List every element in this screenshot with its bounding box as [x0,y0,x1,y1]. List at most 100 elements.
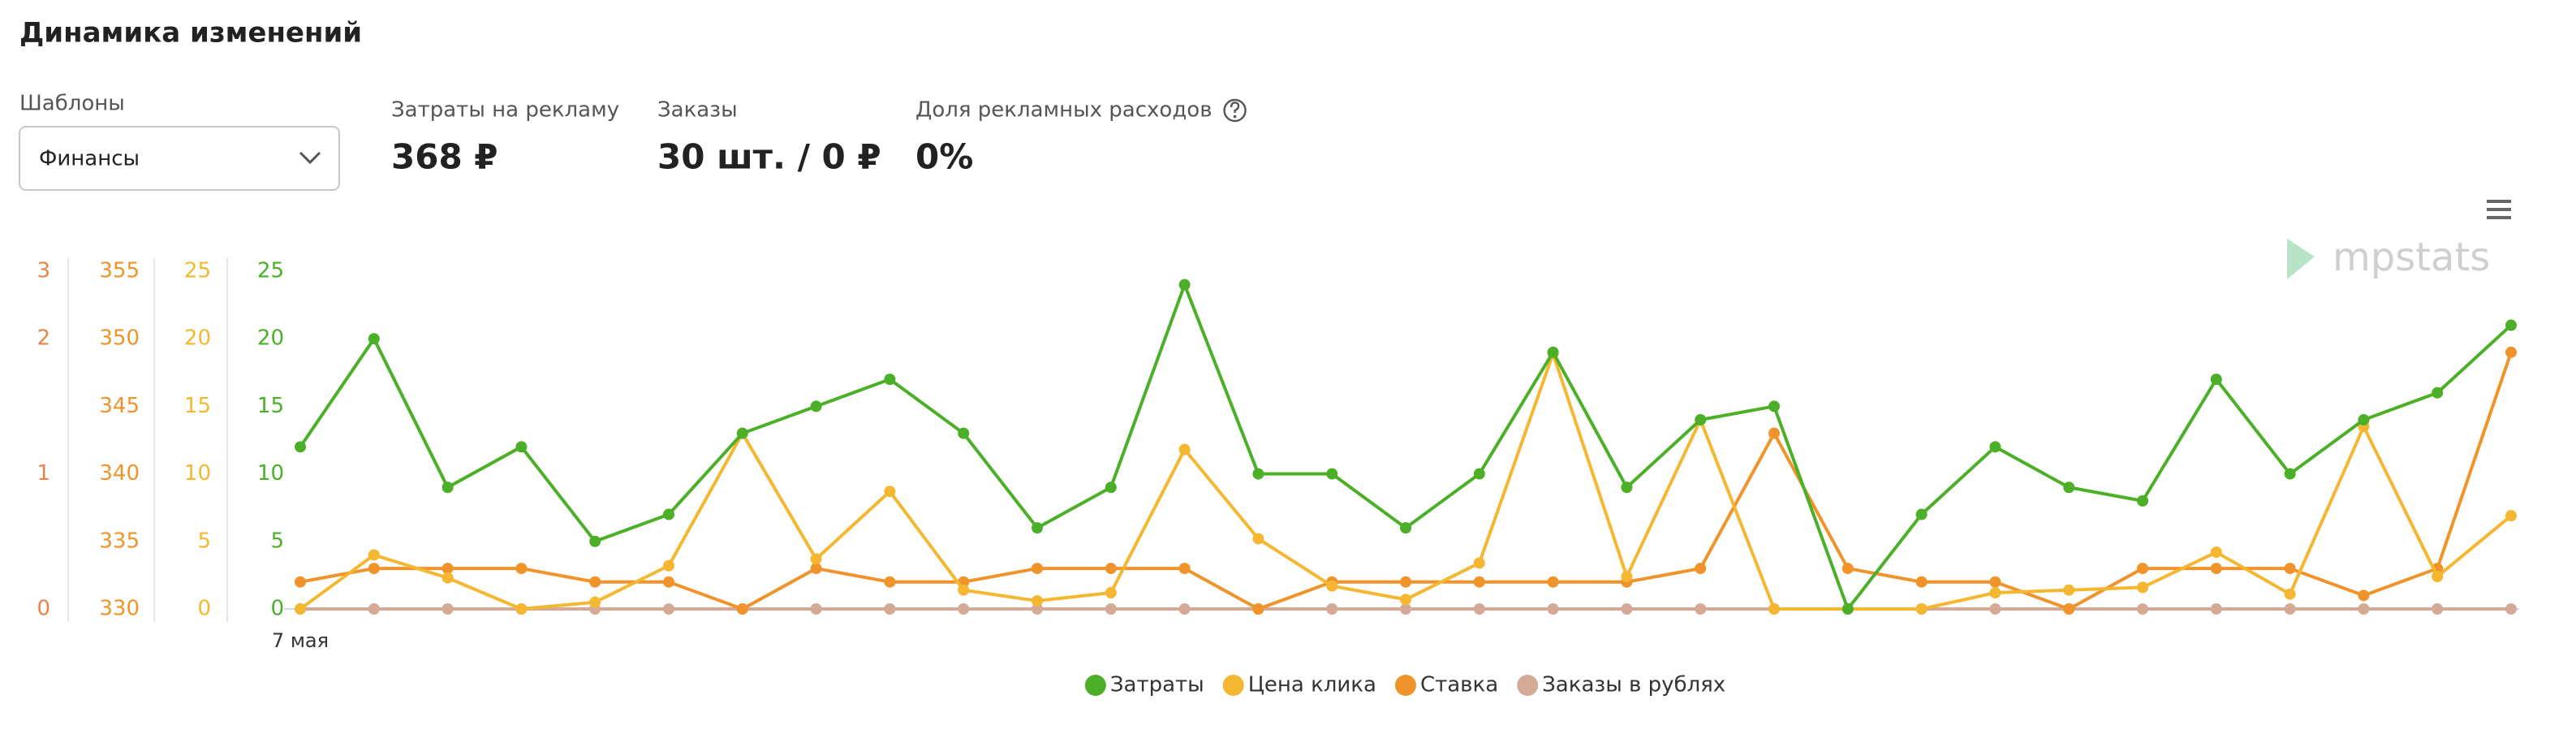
data-point [810,563,822,575]
y-tick-label: 2 [37,326,50,351]
data-point [810,603,822,615]
data-point [1768,427,1780,439]
data-point [1989,603,2001,615]
data-point [2505,510,2517,522]
y-tick-label: 0 [197,597,211,621]
metric-label: Доля рекламных расходов [915,98,1213,123]
legend-item[interactable]: Заказы в рублях [1517,673,1725,697]
data-point [663,576,674,588]
legend-item[interactable]: Ставка [1394,673,1498,697]
y-tick-label: 3 [37,259,50,283]
data-point [1032,595,1043,607]
data-point [2432,603,2444,615]
data-point [2505,346,2517,358]
legend-label: Ставка [1420,673,1498,697]
data-point [884,486,896,498]
data-point [1252,533,1264,545]
data-point [1842,563,1854,575]
legend-marker [1394,675,1416,696]
data-point [1252,468,1264,480]
metric-value: 368 ₽ [391,137,498,177]
y-tick-label: 5 [197,529,211,553]
data-point [1473,576,1485,588]
data-point [1695,414,1707,426]
data-point [1989,587,2001,599]
data-point [2063,481,2075,494]
data-point [442,603,454,615]
chart: 0 1 2 3 330 335 340 345 350 355 0 5 10 15 20 25 0 5 10 15 20… [37,258,2519,652]
y-tick-label: 15 [257,394,284,418]
series-line [299,279,2513,613]
data-point [442,481,454,494]
data-point [2284,603,2296,615]
data-point [2137,603,2148,615]
legend-item[interactable]: Цена клика [1222,673,1376,697]
data-point [1178,443,1191,456]
data-point [1400,594,1411,606]
data-point [884,603,896,615]
data-point [1032,563,1043,575]
legend-label: Заказы в рублях [1542,673,1725,697]
data-point [1400,603,1411,615]
data-point [884,576,896,588]
data-point [663,508,674,520]
data-point [2063,584,2075,596]
data-point [1105,587,1117,599]
data-point [810,553,822,565]
data-point [2137,563,2148,575]
data-point [1252,603,1264,615]
data-point [1621,571,1633,583]
data-point [1695,563,1707,575]
data-point [515,563,528,575]
y-tick-label: 20 [184,326,211,351]
data-point [2284,563,2296,575]
data-point [295,576,306,588]
data-point [1326,580,1338,592]
data-point [1547,576,1559,588]
data-point [1178,603,1191,615]
data-point [1105,563,1117,575]
data-point [2358,603,2370,615]
data-point [368,549,380,561]
help-icon[interactable] [1223,98,1247,123]
data-point [1842,603,1854,615]
watermark: mpstats [2333,235,2490,280]
y-tick-label: 0 [37,597,50,621]
data-point [442,572,454,584]
data-point [810,400,822,412]
help-mark [1230,101,1240,113]
data-point [2210,374,2222,386]
data-point [442,563,454,575]
legend-label: Затраты [1110,673,1204,697]
metric-value: 0% [915,137,973,177]
data-point [368,563,380,575]
data-point [2210,563,2222,575]
metric-label: Заказы [657,98,738,123]
filter-label: Шаблоны [19,92,125,116]
data-point [1178,279,1191,291]
series-line [299,348,2513,611]
data-point [1032,522,1043,534]
data-point [1400,576,1411,588]
metric-label: Затраты на рекламу [391,98,619,123]
data-point [515,441,528,453]
data-point [1547,603,1559,615]
data-point [663,603,674,615]
chart-menu[interactable] [2483,196,2513,222]
data-point [2432,571,2444,583]
data-point [1473,468,1485,480]
y-tick-label: 25 [257,259,284,283]
y-tick-label: 345 [99,394,140,418]
data-point [2063,603,2075,615]
data-point [368,333,380,345]
legend-item[interactable]: Затраты [1084,673,1204,697]
y-tick-label: 1 [37,461,50,486]
data-point [2358,414,2370,426]
data-point [2210,546,2222,559]
template-dropdown[interactable] [19,126,340,191]
data-point [1547,346,1559,358]
y-tick-label: 15 [184,394,211,418]
metric-value: 30 шт. / 0 ₽ [657,137,881,177]
data-point [1326,468,1338,480]
dropdown-chevron [299,151,321,165]
